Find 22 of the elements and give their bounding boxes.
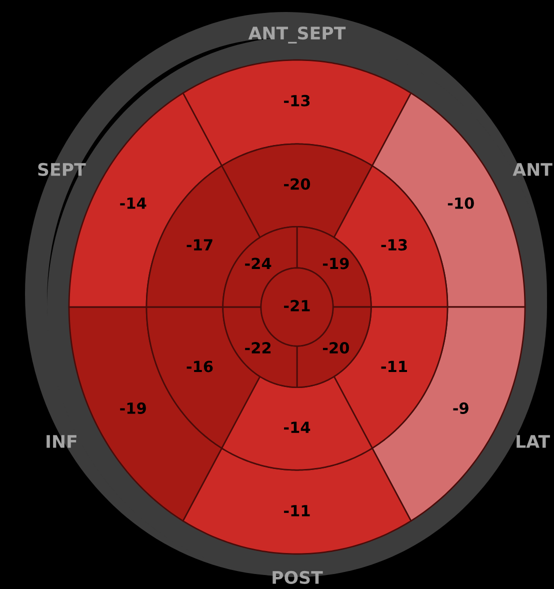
category-label: POST: [272, 570, 323, 584]
data-label: -19: [120, 402, 146, 414]
data-label: -11: [381, 360, 407, 372]
category-label: ANT: [512, 163, 552, 176]
data-label: -20: [284, 178, 310, 190]
data-label: -9: [453, 402, 468, 414]
category-label: LAT: [516, 435, 550, 448]
data-label: -20: [322, 342, 350, 354]
data-label: -14: [120, 198, 146, 209]
category-label: ANT_SEPT: [248, 26, 346, 44]
data-label: -11: [284, 505, 310, 516]
data-label: -13: [381, 239, 407, 251]
text: -21: [284, 300, 310, 312]
data-label: -10: [448, 197, 474, 209]
data-label: -19: [322, 258, 349, 270]
data-label: -14: [284, 422, 310, 433]
data-label: -22: [245, 342, 271, 354]
data-label: -13: [284, 94, 310, 106]
data-label: -17: [186, 239, 212, 250]
category-label: INF: [46, 435, 76, 448]
data-label: -16: [186, 360, 213, 372]
data-label: -24: [245, 258, 272, 270]
